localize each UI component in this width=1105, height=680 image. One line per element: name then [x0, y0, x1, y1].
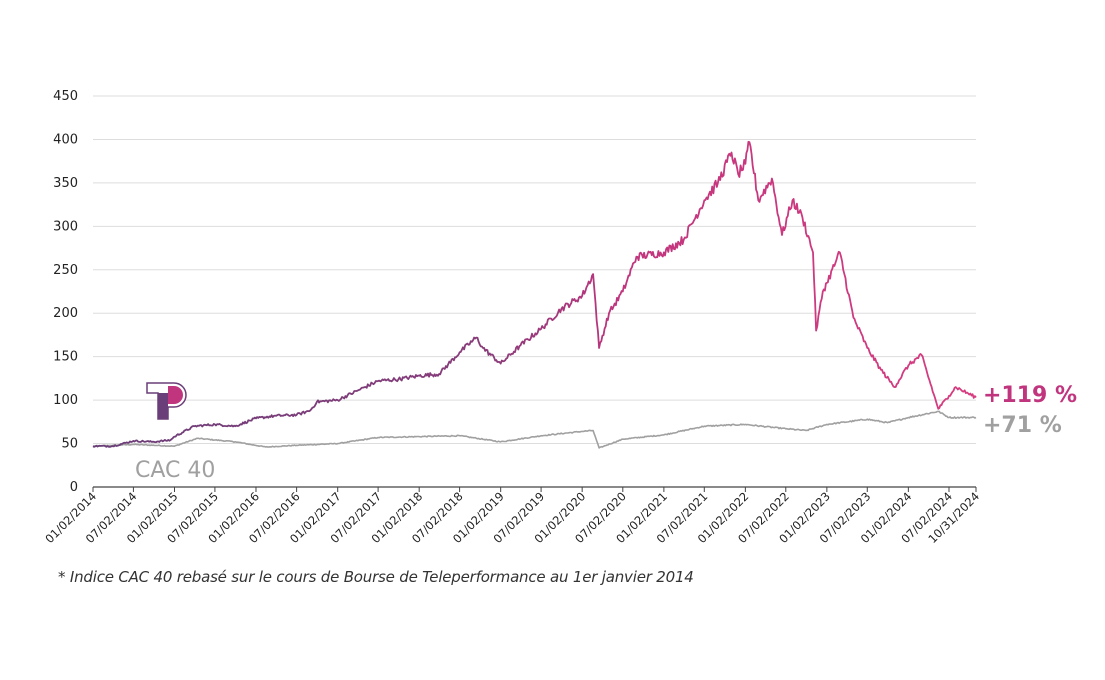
cac40-end-value: +71 % [983, 413, 1062, 438]
y-tick-label: 250 [53, 263, 78, 278]
y-tick-label: 200 [53, 306, 78, 321]
y-axis: 0 50 100 150 200 250 300 350 400 450 [53, 89, 78, 495]
footnote: * Indice CAC 40 rebasé sur le cours de B… [58, 568, 694, 586]
y-tick-label: 0 [70, 480, 78, 495]
teleperformance-line [92, 140, 977, 448]
grid-lines [93, 95, 976, 445]
y-tick-label: 350 [53, 176, 78, 191]
cac40-series-label: CAC 40 [135, 458, 215, 483]
y-tick-label: 400 [53, 132, 78, 147]
y-tick-label: 100 [53, 393, 78, 408]
y-tick-label: 150 [53, 350, 78, 365]
x-axis: 01/02/201407/02/201401/02/201507/02/2015… [42, 486, 982, 546]
y-tick-label: 50 [61, 437, 78, 452]
y-tick-label: 300 [53, 219, 78, 234]
cac40-line [92, 410, 977, 449]
series-lines [92, 140, 977, 449]
y-tick-label: 450 [53, 89, 78, 104]
teleperformance-logo-icon [146, 382, 187, 420]
teleperformance-end-value: +119 % [983, 383, 1077, 408]
